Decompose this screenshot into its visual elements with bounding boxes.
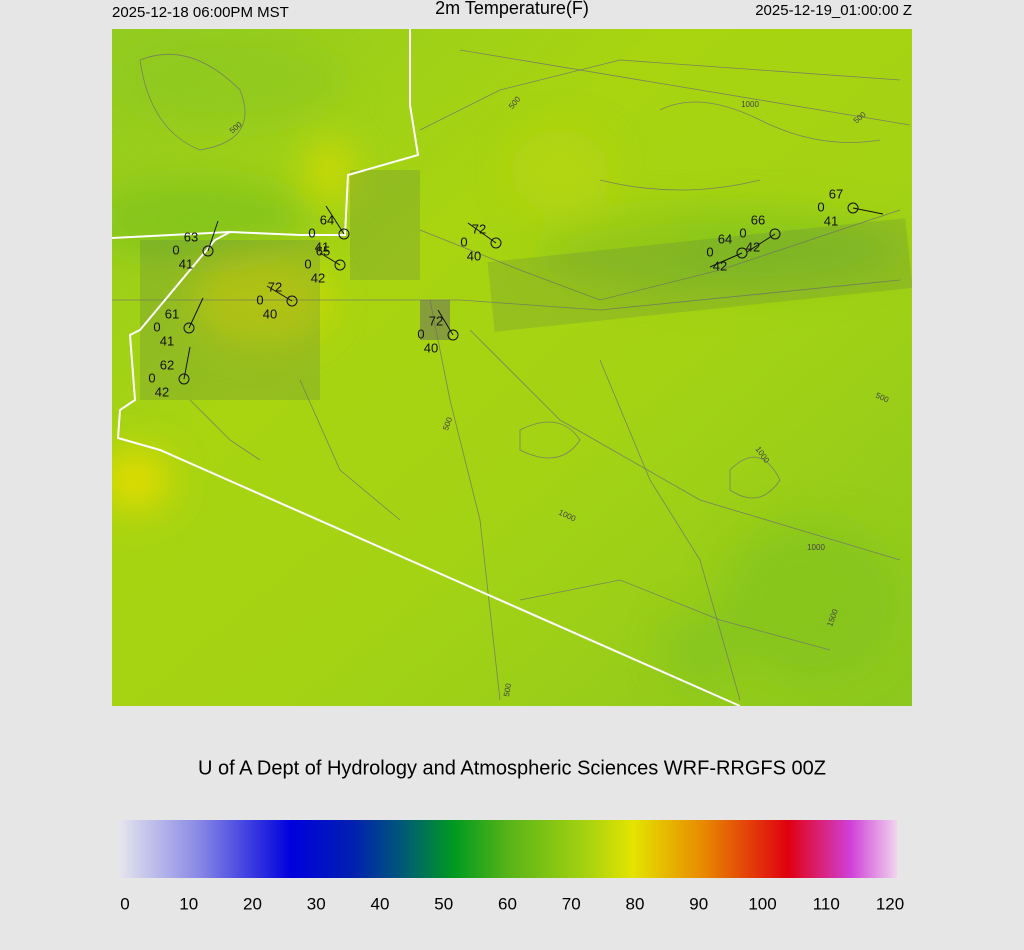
- roads: [112, 49, 911, 701]
- contour-label: 500: [502, 682, 513, 697]
- colorbar-tick-label: 80: [626, 894, 645, 913]
- colorbar-tick-label: 110: [813, 894, 840, 913]
- urban-grid: [140, 170, 912, 400]
- contour-label: 500: [441, 416, 454, 432]
- station-dew: 40: [424, 340, 438, 355]
- colorbar-tick-label: 50: [434, 894, 453, 913]
- station-marker: [334, 259, 346, 271]
- station-dew: 42: [155, 384, 169, 399]
- station-temp: 72: [429, 313, 443, 328]
- station-marker: [736, 247, 748, 259]
- wind-barb: [467, 222, 497, 244]
- boundary: [112, 29, 420, 239]
- station-wind: 0: [417, 326, 424, 341]
- temperature-shading: [112, 35, 900, 690]
- wind-barb: [325, 205, 345, 235]
- boundary: [116, 231, 741, 706]
- station-temp: 64: [320, 212, 334, 227]
- colorbar-tick-label: 10: [179, 894, 198, 913]
- station-marker: [338, 228, 350, 240]
- station-wind: 0: [460, 234, 467, 249]
- credit: U of A Dept of Hydrology and Atmospheric…: [198, 757, 826, 779]
- colorbar-tick-label: 40: [371, 894, 390, 913]
- station-temp: 64: [718, 231, 732, 246]
- valid-local-time: 2025-12-18 06:00PM MST: [112, 4, 289, 21]
- station-temp: 72: [472, 221, 486, 236]
- station-marker: [286, 295, 298, 307]
- colorbar-tick-label: 70: [562, 894, 581, 913]
- colorbar-tick-label: 90: [689, 894, 708, 913]
- colorbar-tick-label: 20: [243, 894, 262, 913]
- station-wind: 0: [256, 292, 263, 307]
- station-wind: 0: [148, 370, 155, 385]
- wind-barb: [746, 233, 776, 253]
- station-marker: [769, 228, 781, 240]
- station-wind: 0: [739, 225, 746, 240]
- valid-utc-time: 2025-12-19_01:00:00 Z: [755, 2, 912, 19]
- station-dew: 41: [315, 239, 329, 254]
- station-dew: 42: [311, 270, 325, 285]
- station-temp: 66: [751, 212, 765, 227]
- colorbar: [120, 820, 897, 878]
- station-marker: [447, 329, 459, 341]
- station-temp: 72: [268, 279, 282, 294]
- station-marker: [178, 373, 190, 385]
- map-title: 2m Temperature(F): [435, 0, 589, 18]
- station-wind: 0: [706, 244, 713, 259]
- colorbar-tick-label: 0: [120, 894, 129, 913]
- station-dew: 41: [179, 256, 193, 271]
- wind-barb: [319, 252, 341, 266]
- colorbar-tick-label: 100: [748, 894, 776, 913]
- colorbar-tick-label: 120: [876, 894, 904, 913]
- station-dew: 42: [713, 258, 727, 273]
- station-dew: 40: [263, 306, 277, 321]
- station-marker: [490, 237, 502, 249]
- station-temp: 63: [184, 229, 198, 244]
- station-marker: [202, 245, 214, 257]
- station-wind: 0: [153, 319, 160, 334]
- colorbar-tick-label: 30: [307, 894, 326, 913]
- station-dew: 41: [824, 213, 838, 228]
- colorbar-tick-label: 60: [498, 894, 517, 913]
- station-marker: [183, 322, 195, 334]
- station-temp: 62: [160, 357, 174, 372]
- station-marker: [847, 202, 859, 214]
- contour-label: 1000: [807, 543, 825, 552]
- wind-barb: [188, 297, 204, 329]
- station-temp: 65: [316, 243, 330, 258]
- station-dew: 40: [467, 248, 481, 263]
- station-temp: 67: [829, 186, 843, 201]
- station-wind: 0: [172, 242, 179, 257]
- station-temp: 61: [165, 306, 179, 321]
- wind-barb: [709, 252, 743, 268]
- contour-label: 1000: [741, 100, 759, 109]
- colorbar-ticks: 0 10 20 30 40 50 60 70 80 90 100 110 120: [120, 894, 904, 913]
- station-dew: 42: [746, 239, 760, 254]
- station-wind: 0: [308, 225, 315, 240]
- station-wind: 0: [304, 256, 311, 271]
- station-wind: 0: [817, 199, 824, 214]
- station-dew: 41: [160, 333, 174, 348]
